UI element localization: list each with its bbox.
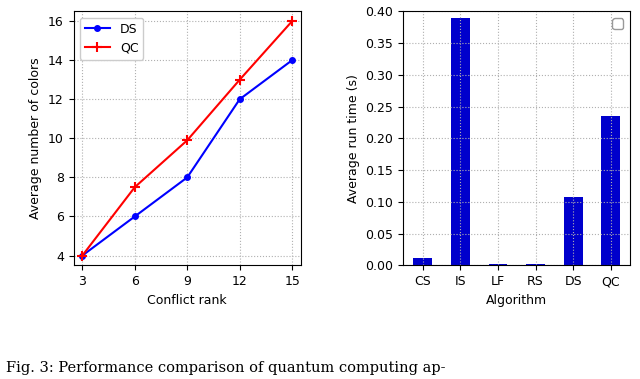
Legend:  [612,18,623,30]
Legend: DS, QC: DS, QC [80,17,143,60]
Line: DS: DS [79,58,295,258]
X-axis label: Conflict rank: Conflict rank [147,294,227,307]
QC [79,253,86,258]
DS [184,175,191,180]
QC [184,138,191,143]
Bar [526,264,545,265]
Bar [564,197,582,265]
DS [79,253,86,258]
X-axis label: Algorithm: Algorithm [486,294,547,307]
DS [288,58,296,63]
QC [288,19,296,23]
QC [236,77,243,82]
Y-axis label: Average run time (s): Average run time (s) [347,74,360,203]
Bar [488,264,508,265]
Text: Fig. 3: Performance comparison of quantum computing ap-: Fig. 3: Performance comparison of quantu… [6,361,446,375]
Bar [413,258,432,265]
Line: QC: QC [77,16,297,260]
Bar [451,18,470,265]
DS [131,214,139,219]
Y-axis label: Average number of colors: Average number of colors [29,58,42,219]
DS [236,97,243,102]
Bar [602,116,620,265]
QC [131,185,139,190]
